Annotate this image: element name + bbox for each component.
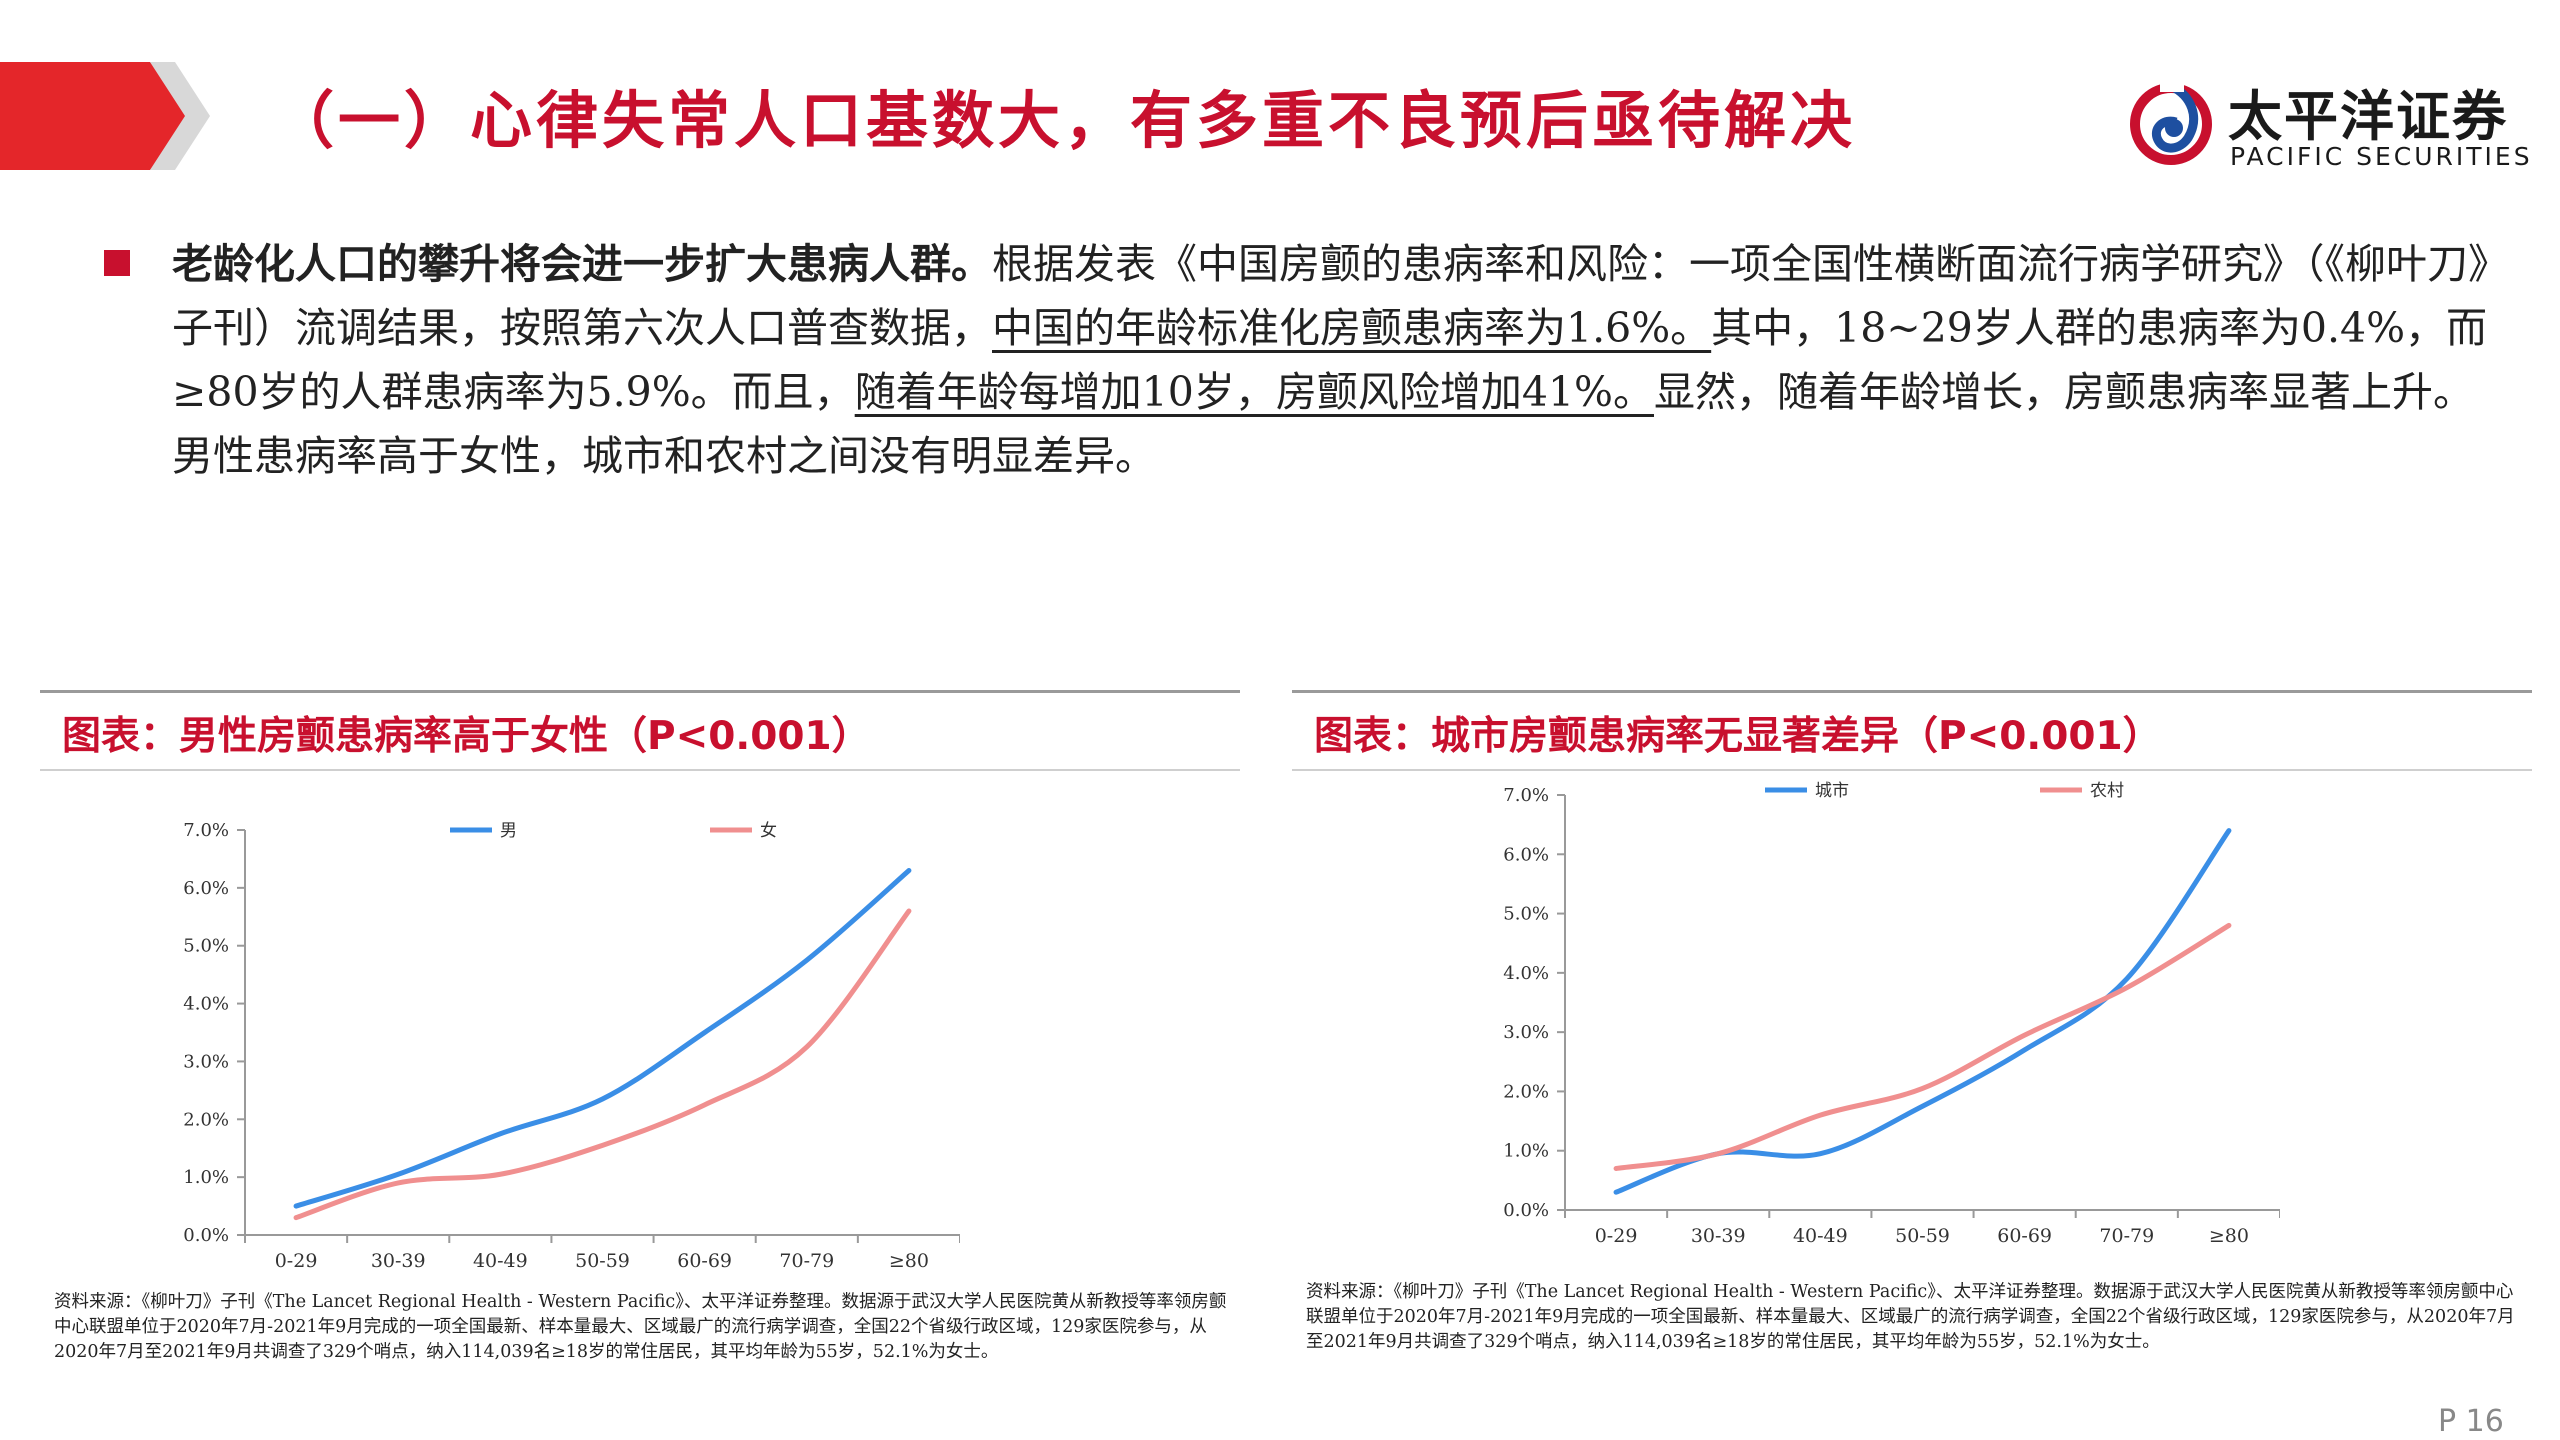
region-chart-x-tick-label: 0-29: [1595, 1225, 1638, 1247]
gender-chart-x-tick-label: 70-79: [779, 1250, 834, 1272]
left-chart-header: 图表：男性房颤患病率高于女性（P<0.001）: [40, 690, 1240, 771]
gender-chart-y-tick-label: 7.0%: [183, 820, 229, 841]
gender-chart-y-tick-label: 0.0%: [183, 1225, 229, 1246]
region-chart-y-tick-label: 2.0%: [1503, 1081, 1549, 1102]
region-chart-y-tick-label: 0.0%: [1503, 1200, 1549, 1221]
urban-rural-line-chart: 0.0% 1.0% 2.0% 3.0% 4.0% 5.0% 6.0% 7.0% 0-29 30-3…: [1503, 781, 2280, 1247]
company-logo: 太平洋证券 PACIFIC SECURITIES: [2130, 70, 2530, 180]
right-chart-panel: 图表：城市房颤患病率无显著差异（P<0.001）: [1292, 690, 2532, 771]
underlined-text-1: 中国的年龄标准化房颤患病率为1.6%。: [992, 304, 1712, 352]
underlined-text-2: 随着年龄每增加10岁，房颤风险增加41%。: [854, 368, 1654, 416]
logo-chinese-name: 太平洋证券: [2228, 85, 2508, 148]
gender-chart-x-tick-label: 40-49: [473, 1250, 528, 1272]
left-chart-source: 资料来源：《柳叶刀》子刊《The Lancet Regional Health …: [54, 1292, 1227, 1362]
gender-chart-y-tick-label: 6.0%: [183, 878, 229, 899]
region-chart-y-tick-label: 7.0%: [1503, 785, 1549, 806]
region-chart-legend-label: 农村: [2090, 781, 2124, 801]
region-chart-x-tick-label: 60-69: [1997, 1225, 2052, 1247]
gender-chart-x-tick-label: 60-69: [677, 1250, 732, 1272]
gender-chart-x-tick-label: ≥80: [889, 1250, 929, 1272]
gender-chart-series-line-2: [293, 908, 912, 1221]
gender-chart-y-tick-label: 3.0%: [183, 1051, 229, 1072]
region-chart-legend-label: 城市: [1815, 781, 1849, 801]
region-chart-series-line-1: [1613, 828, 2232, 1195]
gender-chart-x-tick-label: 0-29: [275, 1250, 318, 1272]
gender-chart-y-tick-label: 1.0%: [183, 1167, 229, 1188]
gender-chart-legend-label: 女: [760, 821, 777, 841]
gender-chart-x-tick-label: 50-59: [575, 1250, 630, 1272]
right-chart-source: 资料来源：《柳叶刀》子刊《The Lancet Regional Health …: [1306, 1282, 2515, 1352]
region-chart-y-tick-label: 6.0%: [1503, 844, 1549, 865]
pacific-logo-icon: [2130, 78, 2212, 165]
region-chart-x-tick-label: 40-49: [1793, 1225, 1848, 1247]
region-chart-y-tick-label: 4.0%: [1503, 963, 1549, 984]
region-chart-y-tick-label: 1.0%: [1503, 1141, 1549, 1162]
gender-chart-y-tick-label: 2.0%: [183, 1109, 229, 1130]
body-text-1: 根据发表《中国房颤的患病率和风险：一项全国性横断面流行病学研究》（《柳叶刀》子刊…: [172, 240, 2489, 352]
gender-line-chart: 0.0% 1.0% 2.0% 3.0% 4.0% 5.0% 6.0% 7.0% 0-29 30-3…: [183, 820, 960, 1272]
left-chart-title: 图表：男性房颤患病率高于女性（P<0.001）: [62, 714, 871, 759]
gender-chart-y-tick-label: 4.0%: [183, 994, 229, 1015]
page-title: （一）心律失常人口基数大，有多重不良预后亟待解决: [272, 84, 1857, 157]
right-chart-title: 图表：城市房颤患病率无显著差异（P<0.001）: [1314, 714, 2162, 759]
region-chart-x-tick-label: 70-79: [2099, 1225, 2154, 1247]
region-chart-y-tick-label: 5.0%: [1503, 904, 1549, 925]
region-chart-x-tick-label: 30-39: [1691, 1225, 1746, 1247]
page-number: P 16: [2438, 1404, 2504, 1439]
region-chart-series-line-2: [1613, 922, 2232, 1171]
body-text-3: 显然，随着年龄增长，房颤患病率显著上升。男性患病率高于女性，城市和农村之间没有明…: [172, 368, 2474, 480]
region-chart-x-tick-label: ≥80: [2209, 1225, 2249, 1247]
body-paragraph: 老龄化人口的攀升将会进一步扩大患病人群。根据发表《中国房颤的患病率和风险：一项全…: [172, 232, 2502, 488]
gender-chart-legend-label: 男: [500, 821, 517, 841]
region-chart-y-tick-label: 3.0%: [1503, 1022, 1549, 1043]
body-text-2: 其中，18~29岁人群的患病率为0.4%，而≥80岁的人群患病率为5.9%。而且…: [172, 304, 2488, 416]
region-chart-x-tick-label: 50-59: [1895, 1225, 1950, 1247]
gender-chart-y-tick-label: 5.0%: [183, 936, 229, 957]
lead-sentence: 老龄化人口的攀升将会进一步扩大患病人群。: [172, 240, 992, 288]
header-banner-arrow: [0, 62, 210, 170]
square-bullet-icon: [104, 250, 130, 276]
gender-chart-x-tick-label: 30-39: [371, 1250, 426, 1272]
logo-english-name: PACIFIC SECURITIES: [2230, 142, 2533, 171]
right-chart-header: 图表：城市房颤患病率无显著差异（P<0.001）: [1292, 690, 2532, 771]
left-chart-panel: 图表：男性房颤患病率高于女性（P<0.001）: [40, 690, 1240, 771]
gender-chart-series-line-1: [293, 868, 912, 1209]
